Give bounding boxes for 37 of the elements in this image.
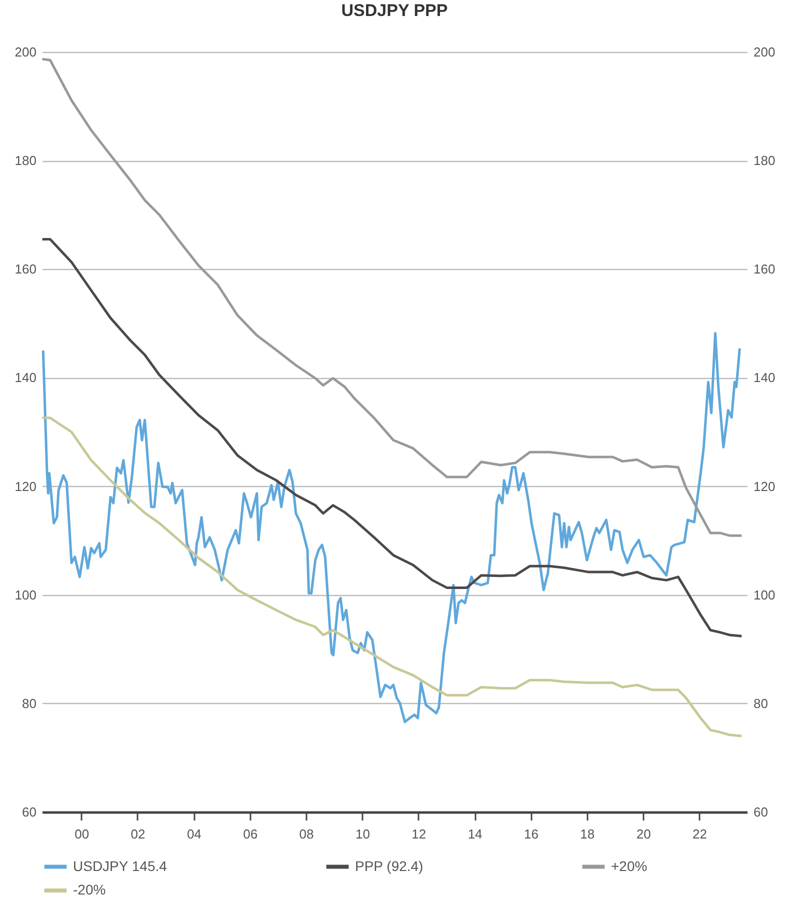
- y-tick-label: 80: [22, 696, 36, 711]
- y-tick-label: 200: [14, 44, 36, 60]
- y-tick-label: 180: [14, 153, 36, 168]
- y-tick-label: 160: [14, 262, 36, 277]
- x-tick-label: 10: [355, 826, 370, 842]
- x-tick-label: 00: [74, 826, 90, 842]
- x-tick-label: 22: [692, 826, 707, 842]
- y-tick-label: 60: [22, 804, 36, 820]
- y2-tick-label: 120: [754, 478, 776, 494]
- x-tick-label: 16: [524, 826, 538, 842]
- y2-tick-label: 80: [754, 696, 768, 711]
- y2-tick-label: 180: [754, 153, 776, 168]
- y-tick-label: 100: [14, 587, 36, 602]
- y2-tick-label: 140: [754, 370, 776, 386]
- legend-label: -20%: [73, 882, 106, 898]
- x-tick-label: 06: [243, 826, 258, 842]
- x-tick-label: 12: [412, 826, 426, 842]
- y2-tick-label: 200: [754, 44, 776, 60]
- legend-label: +20%: [611, 858, 648, 874]
- y-tick-label: 120: [14, 478, 36, 494]
- chart-title: USDJPY PPP: [341, 1, 448, 20]
- x-tick-label: 04: [186, 826, 202, 842]
- line-series: [41, 416, 743, 738]
- x-tick-label: 20: [636, 826, 651, 842]
- y-tick-label: 140: [14, 370, 36, 386]
- legend-label: PPP (92.4): [355, 858, 424, 874]
- line-series: [41, 238, 743, 638]
- x-tick-label: 18: [580, 826, 595, 842]
- y2-tick-label: 60: [754, 804, 768, 820]
- legend-label: USDJPY 145.4: [73, 858, 168, 874]
- y2-tick-label: 100: [754, 587, 776, 602]
- x-tick-label: 08: [299, 826, 314, 842]
- x-tick-label: 14: [468, 826, 482, 842]
- line-series: [42, 332, 741, 724]
- line-series: [41, 58, 743, 537]
- y2-tick-label: 160: [754, 262, 776, 277]
- x-tick-label: 02: [130, 826, 146, 842]
